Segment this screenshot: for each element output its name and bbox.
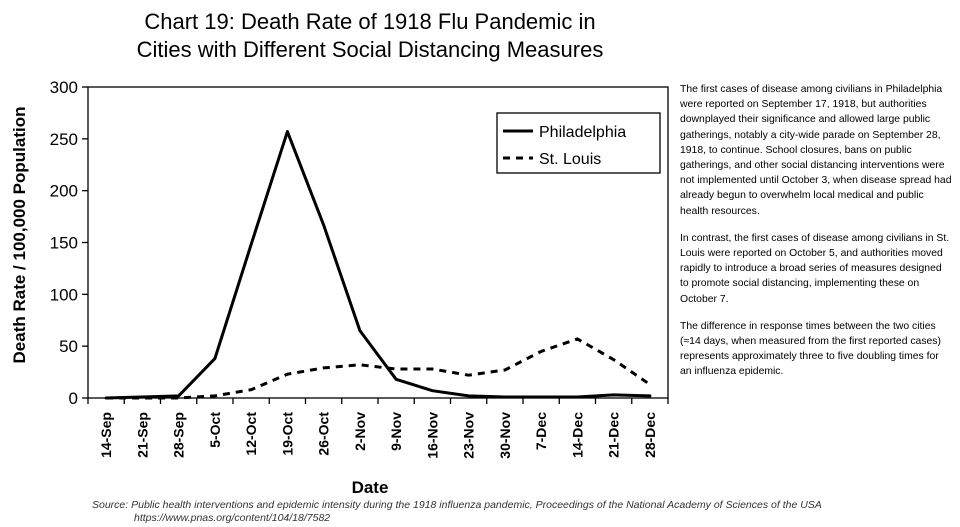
y-tick-label: 50 [59,337,78,356]
x-tick-label: 30-Nov [497,412,513,459]
y-tick-label: 200 [50,182,78,201]
x-tick-label: 28-Dec [642,412,658,458]
chart-legend: Philadelphia St. Louis [496,112,661,174]
chart-title-line1: Chart 19: Death Rate of 1918 Flu Pandemi… [144,9,596,34]
explanatory-notes: The first cases of disease among civilia… [680,82,952,392]
x-tick-label: 14-Sep [98,412,114,458]
source-url: https://www.pnas.org/content/104/18/7582 [134,512,331,524]
source-citation: Source: Public health interventions and … [92,499,852,525]
y-tick-label: 250 [50,130,78,149]
x-tick-label: 2-Nov [352,412,368,451]
series-lines [104,130,652,400]
x-tick-label: 28-Sep [171,412,187,458]
x-tick-label: 26-Oct [316,412,332,456]
x-tick-label: 5-Oct [207,412,223,448]
x-tick-label: 21-Sep [134,412,150,458]
x-tick-label: 12-Oct [243,412,259,456]
legend-label: St. Louis [539,151,601,168]
y-tick-label: 150 [50,234,78,253]
note-paragraph-st-louis: In contrast, the first cases of disease … [680,232,950,305]
x-axis-label: Date [352,478,389,497]
x-tick-label: 16-Nov [424,412,440,459]
note-paragraph-philadelphia: The first cases of disease among civilia… [680,84,952,217]
x-tick-label: 9-Nov [388,412,404,451]
x-tick-label: 7-Dec [533,412,549,450]
y-axis-label: Death Rate / 100,000 Population [10,107,29,364]
chart-title-line2: Cities with Different Social Distancing … [136,37,604,62]
legend-label: Philadelphia [539,124,626,141]
series-line-philadelphia [104,130,652,400]
y-tick-label: 100 [50,285,78,304]
source-text: Source: Public health interventions and … [92,499,822,511]
x-axis-ticks: 14-Sep 21-Sep 28-Sep 5-Oct 12-Oct 19-Oct 26-Oc… [87,398,669,459]
chart-title: Chart 19: Death Rate of 1918 Flu Pandemi… [40,8,700,64]
x-tick-label: 23-Nov [461,412,477,459]
legend-box [496,112,661,174]
x-tick-label: 21-Dec [606,412,622,458]
y-tick-label: 300 [50,78,78,97]
y-axis-ticks: 0 50 100 150 200 250 300 [50,78,88,408]
x-tick-label: 14-Dec [569,412,585,458]
x-tick-label: 19-Oct [279,412,295,456]
y-tick-label: 0 [69,389,78,408]
note-paragraph-difference: The difference in response times between… [680,320,941,378]
series-line-st-louis [106,337,651,400]
